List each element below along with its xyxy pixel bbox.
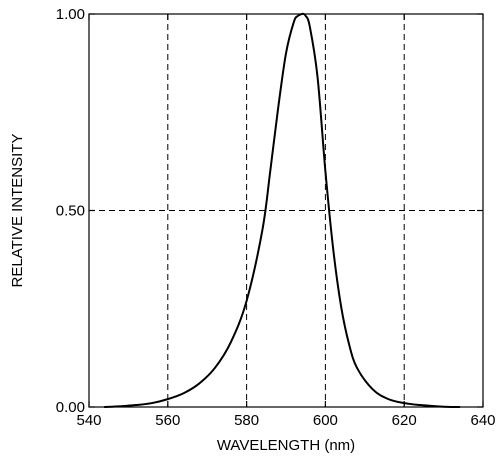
x-tick-label: 640 [470, 412, 495, 429]
y-tick-labels: 0.00 0.50 1.00 [56, 6, 85, 416]
x-tick-label: 540 [76, 412, 101, 429]
x-tick-label: 620 [392, 412, 417, 429]
y-tick-label: 0.50 [56, 203, 85, 220]
x-axis-title: WAVELENGTH (nm) [217, 437, 355, 454]
x-tick-label: 600 [313, 412, 338, 429]
x-tick-label: 560 [155, 412, 180, 429]
y-axis-title: RELATIVE INTENSITY [9, 134, 26, 288]
grid-lines [89, 14, 483, 407]
x-tick-label: 580 [234, 412, 259, 429]
y-tick-label: 0.00 [56, 399, 85, 416]
x-tick-labels: 540 560 580 600 620 640 [76, 412, 495, 429]
axis-ticks [88, 13, 484, 408]
y-tick-label: 1.00 [56, 6, 85, 23]
